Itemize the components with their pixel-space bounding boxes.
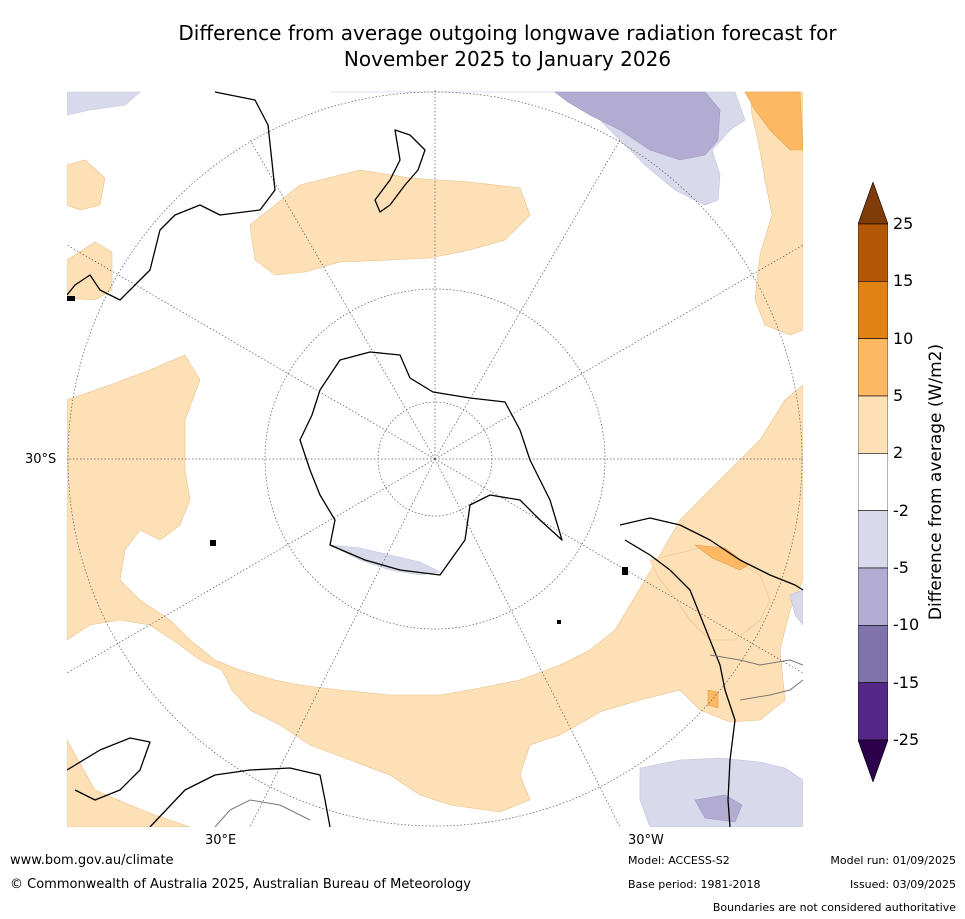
australia-coast [67,91,276,301]
colorbar-segment [858,453,888,511]
colorbar-tick-label: 25 [893,214,914,233]
south-america-coast [619,517,803,591]
map-title: Difference from average outgoing longwav… [0,20,965,72]
graticule [67,90,803,827]
colorbar-tick-label: 10 [893,328,914,348]
colorbar-tick-label: -15 [893,672,920,692]
colorbar-segment [858,223,888,282]
colorbar-segment [858,625,888,683]
copyright: © Commonwealth of Australia 2025, Austra… [10,877,471,892]
colorbar-segments [858,223,888,741]
colorbar-tick-label: -10 [893,615,920,635]
colorbar-segment [858,510,888,569]
issued-date: Issued: 03/09/2025 [849,878,956,891]
country-borders [214,654,803,827]
colorbar-tick-label: -25 [893,730,920,749]
base-period: Base period: 1981-2018 [628,878,761,891]
map-panel [67,90,803,827]
africa-coast [67,737,151,801]
colorbar-segment [858,395,888,454]
colorbar-tick-label: 2 [893,443,904,463]
colorbar-segment [858,682,888,741]
colorbar [858,182,888,782]
colorbar-segment [858,338,888,397]
colorbar-tick-label: -5 [893,558,909,577]
lat-label: 30°S [25,452,57,467]
colorbar-tick-label: 15 [893,271,914,291]
colorbar-tick-label: 5 [893,386,904,405]
colorbar-segment [858,567,888,626]
disclaimer: Boundaries are not considered authoritat… [712,901,956,914]
lon-label-east: 30°E [205,833,237,848]
south-america-west [624,539,736,827]
coastlines [67,91,803,827]
colorbar-top-extension [858,182,888,225]
colorbar-bottom-extension [858,739,888,782]
colorbar-title: Difference from average (W/m2) [926,343,946,621]
title-line-1: Difference from average outgoing longwav… [178,21,837,45]
website-link[interactable]: www.bom.gov.au/climate [10,853,174,868]
model-name: Model: ACCESS-S2 [628,854,730,867]
colorbar-segment [858,281,888,339]
polar-map [67,90,803,827]
lon-label-west: 30°W [628,833,664,848]
anomaly-light-orange [67,91,803,827]
colorbar-tick-label: -2 [893,500,909,520]
anomaly-orange [693,91,803,709]
antarctica-coast [299,351,563,576]
new-zealand-coast [374,129,426,213]
anomaly-purple [554,91,743,823]
model-run: Model run: 01/09/2025 [830,854,956,867]
islands [67,296,628,624]
africa-south [149,767,331,827]
title-line-2: November 2025 to January 2026 [343,47,672,71]
